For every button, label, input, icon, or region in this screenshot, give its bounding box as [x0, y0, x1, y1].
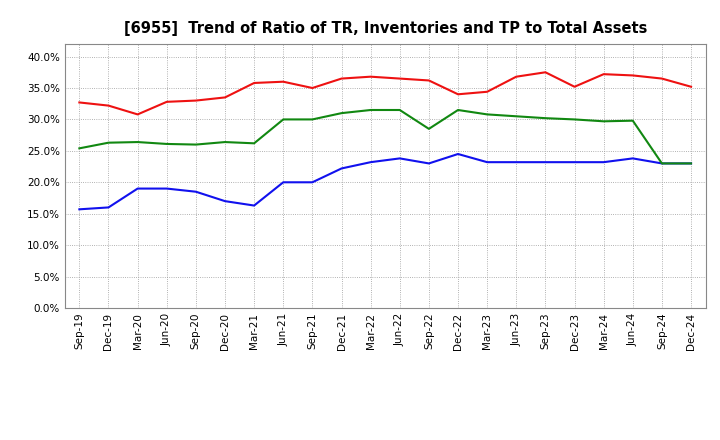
Trade Receivables [541, 70, 550, 75]
Trade Payables [570, 117, 579, 122]
Trade Receivables [279, 79, 287, 84]
Trade Receivables [512, 74, 521, 79]
Inventories [657, 161, 666, 166]
Trade Payables [657, 161, 666, 166]
Trade Payables [687, 161, 696, 166]
Inventories [395, 156, 404, 161]
Trade Receivables [599, 72, 608, 77]
Inventories [250, 203, 258, 208]
Inventories [541, 160, 550, 165]
Inventories [570, 160, 579, 165]
Inventories [279, 180, 287, 185]
Trade Receivables [75, 100, 84, 105]
Trade Receivables [629, 73, 637, 78]
Trade Receivables [163, 99, 171, 104]
Trade Payables [250, 141, 258, 146]
Trade Receivables [250, 81, 258, 86]
Trade Receivables [687, 84, 696, 89]
Trade Payables [163, 141, 171, 147]
Inventories [308, 180, 317, 185]
Line: Inventories: Inventories [79, 154, 691, 209]
Trade Receivables [425, 78, 433, 83]
Trade Payables [366, 107, 375, 113]
Trade Payables [308, 117, 317, 122]
Inventories [483, 160, 492, 165]
Trade Receivables [308, 85, 317, 91]
Title: [6955]  Trend of Ratio of TR, Inventories and TP to Total Assets: [6955] Trend of Ratio of TR, Inventories… [124, 21, 647, 36]
Trade Payables [104, 140, 113, 145]
Trade Payables [337, 110, 346, 116]
Inventories [192, 189, 200, 194]
Trade Receivables [395, 76, 404, 81]
Inventories [366, 160, 375, 165]
Trade Receivables [220, 95, 229, 100]
Inventories [599, 160, 608, 165]
Inventories [337, 166, 346, 171]
Inventories [104, 205, 113, 210]
Inventories [687, 161, 696, 166]
Trade Payables [629, 118, 637, 123]
Trade Receivables [337, 76, 346, 81]
Trade Receivables [366, 74, 375, 79]
Trade Payables [425, 126, 433, 132]
Inventories [133, 186, 142, 191]
Inventories [454, 151, 462, 157]
Trade Receivables [483, 89, 492, 95]
Inventories [220, 198, 229, 204]
Trade Payables [395, 107, 404, 113]
Trade Payables [220, 139, 229, 145]
Trade Payables [599, 119, 608, 124]
Trade Payables [133, 139, 142, 145]
Inventories [75, 207, 84, 212]
Trade Payables [192, 142, 200, 147]
Trade Payables [454, 107, 462, 113]
Trade Payables [279, 117, 287, 122]
Inventories [512, 160, 521, 165]
Trade Payables [75, 146, 84, 151]
Trade Payables [512, 114, 521, 119]
Trade Receivables [192, 98, 200, 103]
Line: Trade Receivables: Trade Receivables [79, 72, 691, 114]
Trade Receivables [104, 103, 113, 108]
Line: Trade Payables: Trade Payables [79, 110, 691, 163]
Inventories [425, 161, 433, 166]
Trade Receivables [133, 112, 142, 117]
Inventories [163, 186, 171, 191]
Trade Receivables [570, 84, 579, 89]
Trade Receivables [657, 76, 666, 81]
Trade Payables [483, 112, 492, 117]
Trade Receivables [454, 92, 462, 97]
Trade Payables [541, 116, 550, 121]
Inventories [629, 156, 637, 161]
